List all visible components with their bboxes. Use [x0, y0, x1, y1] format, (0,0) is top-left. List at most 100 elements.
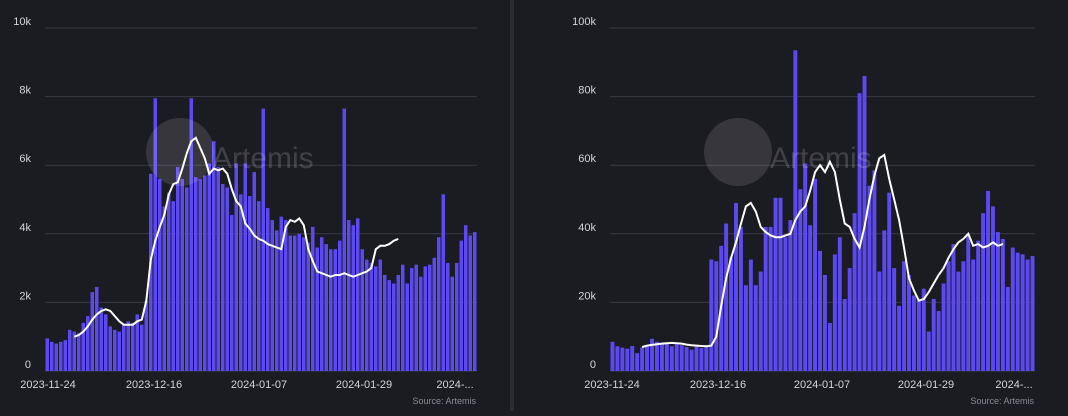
y-tick-label: 2k — [19, 290, 31, 302]
bar — [892, 268, 897, 371]
bar — [95, 286, 99, 371]
bar — [252, 172, 256, 371]
bar — [248, 196, 252, 371]
bar — [818, 250, 822, 371]
bar — [410, 268, 414, 371]
bar — [468, 235, 472, 371]
bar — [356, 218, 360, 371]
bar — [951, 244, 956, 371]
bar — [162, 206, 166, 371]
grid-left — [45, 27, 477, 372]
bar — [857, 93, 862, 372]
bar — [293, 235, 297, 371]
bar — [877, 271, 882, 371]
bar — [86, 316, 90, 371]
bar — [748, 259, 753, 371]
bar — [72, 331, 76, 371]
bar — [432, 257, 436, 371]
y-tick-label: 0 — [590, 359, 596, 371]
bar — [257, 201, 261, 371]
bar — [473, 232, 477, 371]
bar — [941, 283, 946, 371]
bar — [342, 108, 346, 371]
bar — [324, 244, 328, 371]
bar — [976, 240, 981, 371]
bar — [981, 213, 986, 371]
bars-right — [610, 50, 1035, 372]
bar — [753, 285, 758, 371]
bar — [773, 197, 778, 371]
bar — [401, 264, 405, 371]
y-tick-label: 100k — [572, 16, 596, 28]
bar — [419, 276, 423, 371]
bar — [176, 166, 180, 371]
y-tick-label: 80k — [578, 85, 596, 97]
bar — [1025, 259, 1030, 371]
bar — [212, 141, 216, 371]
bar — [654, 341, 659, 371]
bar — [852, 213, 857, 371]
bar — [450, 276, 454, 371]
bar — [808, 225, 813, 371]
bar — [911, 295, 916, 371]
bar — [897, 305, 902, 371]
bar — [832, 254, 837, 371]
bar — [140, 324, 144, 371]
bar — [1010, 247, 1015, 371]
bar — [946, 261, 951, 371]
bar — [916, 298, 921, 371]
bar — [185, 187, 189, 371]
y-tick-label: 10k — [13, 16, 31, 28]
bar — [365, 259, 369, 371]
bar — [329, 249, 333, 371]
bar — [77, 333, 81, 371]
bar — [464, 225, 468, 371]
x-tick-label: 2024-... — [436, 379, 473, 391]
bar — [171, 201, 175, 371]
y-axis-left: 0 2k 4k 6k 8k 10k — [13, 16, 31, 371]
bar — [153, 98, 157, 371]
bar — [966, 235, 971, 371]
bar — [1000, 238, 1005, 371]
bar — [704, 346, 709, 371]
bar — [734, 202, 738, 371]
bar — [108, 326, 112, 371]
bar — [699, 348, 704, 371]
bar — [216, 166, 220, 371]
y-tick-label: 4k — [19, 222, 31, 234]
bar — [837, 237, 842, 371]
bar — [374, 266, 378, 371]
bar — [724, 223, 729, 371]
bar — [813, 178, 818, 371]
bar — [798, 189, 803, 371]
bar — [971, 259, 976, 371]
bar — [620, 347, 625, 371]
bar — [768, 226, 773, 371]
chart-panel-left: Artemis 0 2k 4k 6k 8k 10k 2023-11-24 2023-12-1… — [0, 0, 510, 411]
watermark-text: Artemis — [770, 142, 872, 175]
bar — [793, 50, 798, 372]
source-label-right: Source: Artemis — [970, 396, 1034, 406]
x-axis-right: 2023-11-24 2023-12-16 2024-01-07 2024-01-29… — [584, 379, 1032, 391]
bar — [610, 341, 615, 371]
bar — [414, 264, 418, 371]
y-tick-label: 0 — [25, 359, 31, 371]
bar — [45, 338, 49, 371]
x-tick-label: 2024-01-07 — [231, 379, 287, 391]
bar — [956, 271, 961, 371]
bar — [872, 170, 877, 371]
bar — [347, 220, 351, 371]
bar — [827, 322, 832, 371]
bar — [198, 178, 202, 371]
y-tick-label: 40k — [578, 222, 596, 234]
bar — [640, 347, 645, 371]
bar — [221, 184, 225, 371]
bar — [239, 194, 243, 371]
bar — [396, 274, 400, 371]
bar — [907, 274, 911, 371]
bar — [936, 310, 941, 371]
bar — [679, 345, 684, 371]
x-tick-label: 2023-11-24 — [20, 379, 75, 391]
bar — [738, 226, 743, 371]
